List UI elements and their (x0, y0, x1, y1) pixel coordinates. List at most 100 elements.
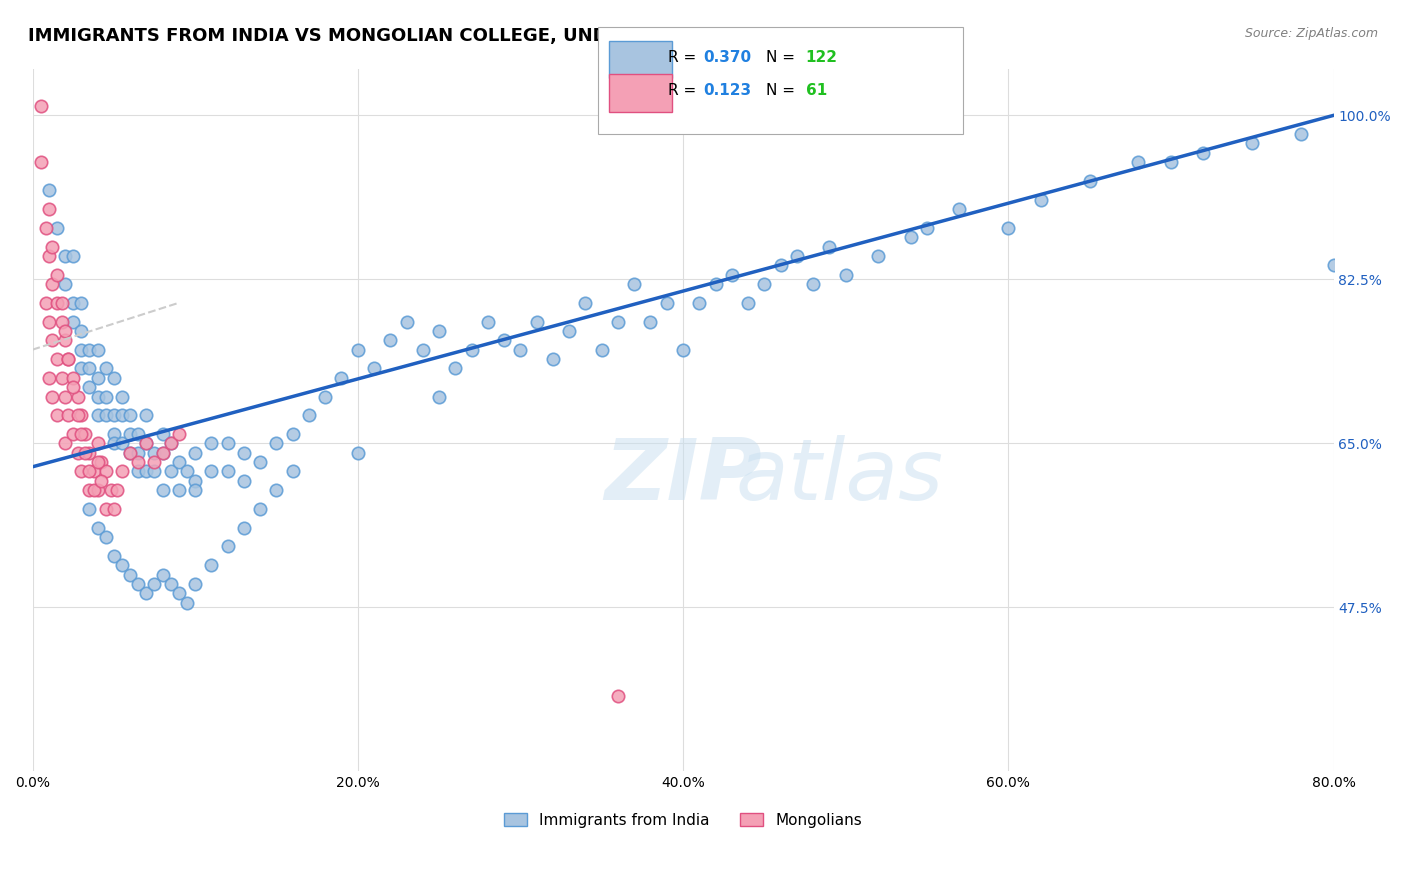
Mongolians (103, 502, 125, 516)
Immigrants from India (79, 380, 101, 394)
Immigrants from India (103, 409, 125, 423)
Mongolians (58, 351, 80, 366)
Immigrants from India (1078, 174, 1101, 188)
Mongolians (51, 371, 73, 385)
Immigrants from India (70, 295, 93, 310)
Immigrants from India (159, 577, 181, 591)
Immigrants from India (62, 314, 84, 328)
Immigrants from India (232, 446, 254, 460)
Text: 122: 122 (806, 51, 838, 65)
Mongolians (53, 390, 76, 404)
Immigrants from India (217, 540, 239, 554)
Immigrants from India (900, 230, 922, 244)
Immigrants from India (380, 333, 402, 347)
Mongolians (79, 446, 101, 460)
Immigrants from India (477, 314, 499, 328)
Immigrants from India (298, 409, 321, 423)
Immigrants from India (127, 465, 149, 479)
Immigrants from India (127, 446, 149, 460)
Mongolians (67, 446, 90, 460)
Immigrants from India (541, 351, 564, 366)
Immigrants from India (111, 409, 134, 423)
Immigrants from India (200, 436, 222, 450)
Immigrants from India (720, 268, 742, 282)
Mongolians (45, 268, 67, 282)
Mongolians (58, 351, 80, 366)
Mongolians (34, 295, 56, 310)
Mongolians (38, 202, 60, 216)
Mongolians (45, 351, 67, 366)
Mongolians (90, 455, 112, 469)
Immigrants from India (94, 361, 117, 376)
Immigrants from India (38, 183, 60, 197)
Immigrants from India (346, 343, 368, 357)
Immigrants from India (363, 361, 385, 376)
Mongolians (105, 483, 128, 498)
Immigrants from India (79, 502, 101, 516)
Immigrants from India (152, 483, 174, 498)
Immigrants from India (70, 361, 93, 376)
Immigrants from India (86, 409, 108, 423)
Immigrants from India (868, 249, 890, 263)
Mongolians (67, 409, 90, 423)
Immigrants from India (184, 577, 207, 591)
Immigrants from India (184, 474, 207, 488)
Immigrants from India (769, 258, 792, 272)
Immigrants from India (167, 455, 190, 469)
Immigrants from India (1241, 136, 1264, 151)
Mongolians (70, 427, 93, 442)
Immigrants from India (574, 295, 596, 310)
Immigrants from India (45, 220, 67, 235)
Mongolians (41, 277, 63, 291)
Mongolians (62, 427, 84, 442)
Immigrants from India (120, 446, 142, 460)
Immigrants from India (62, 249, 84, 263)
Mongolians (167, 427, 190, 442)
Immigrants from India (152, 567, 174, 582)
Immigrants from India (427, 390, 450, 404)
Immigrants from India (266, 436, 288, 450)
Immigrants from India (200, 465, 222, 479)
Immigrants from India (1029, 193, 1052, 207)
Immigrants from India (176, 596, 198, 610)
Mongolians (94, 465, 117, 479)
Immigrants from India (801, 277, 824, 291)
Immigrants from India (111, 390, 134, 404)
Immigrants from India (111, 558, 134, 573)
Immigrants from India (607, 314, 630, 328)
Immigrants from India (176, 465, 198, 479)
Mongolians (90, 474, 112, 488)
Mongolians (73, 427, 96, 442)
Mongolians (58, 409, 80, 423)
Immigrants from India (249, 455, 271, 469)
Text: Source: ZipAtlas.com: Source: ZipAtlas.com (1244, 27, 1378, 40)
Immigrants from India (997, 220, 1019, 235)
Immigrants from India (672, 343, 695, 357)
Mongolians (51, 295, 73, 310)
Immigrants from India (103, 371, 125, 385)
Mongolians (607, 690, 630, 704)
Text: R =: R = (668, 84, 702, 98)
Immigrants from India (509, 343, 531, 357)
Immigrants from India (232, 521, 254, 535)
Immigrants from India (526, 314, 548, 328)
Text: 0.370: 0.370 (703, 51, 751, 65)
Mongolians (34, 220, 56, 235)
Mongolians (30, 155, 52, 169)
Immigrants from India (70, 324, 93, 338)
Immigrants from India (152, 446, 174, 460)
Immigrants from India (232, 474, 254, 488)
Mongolians (86, 436, 108, 450)
Mongolians (41, 390, 63, 404)
Immigrants from India (167, 586, 190, 600)
Immigrants from India (127, 427, 149, 442)
Mongolians (100, 483, 122, 498)
Mongolians (38, 371, 60, 385)
Immigrants from India (86, 390, 108, 404)
Mongolians (152, 446, 174, 460)
Immigrants from India (737, 295, 759, 310)
Immigrants from India (135, 465, 157, 479)
Mongolians (45, 409, 67, 423)
Immigrants from India (135, 409, 157, 423)
Text: N =: N = (766, 84, 800, 98)
